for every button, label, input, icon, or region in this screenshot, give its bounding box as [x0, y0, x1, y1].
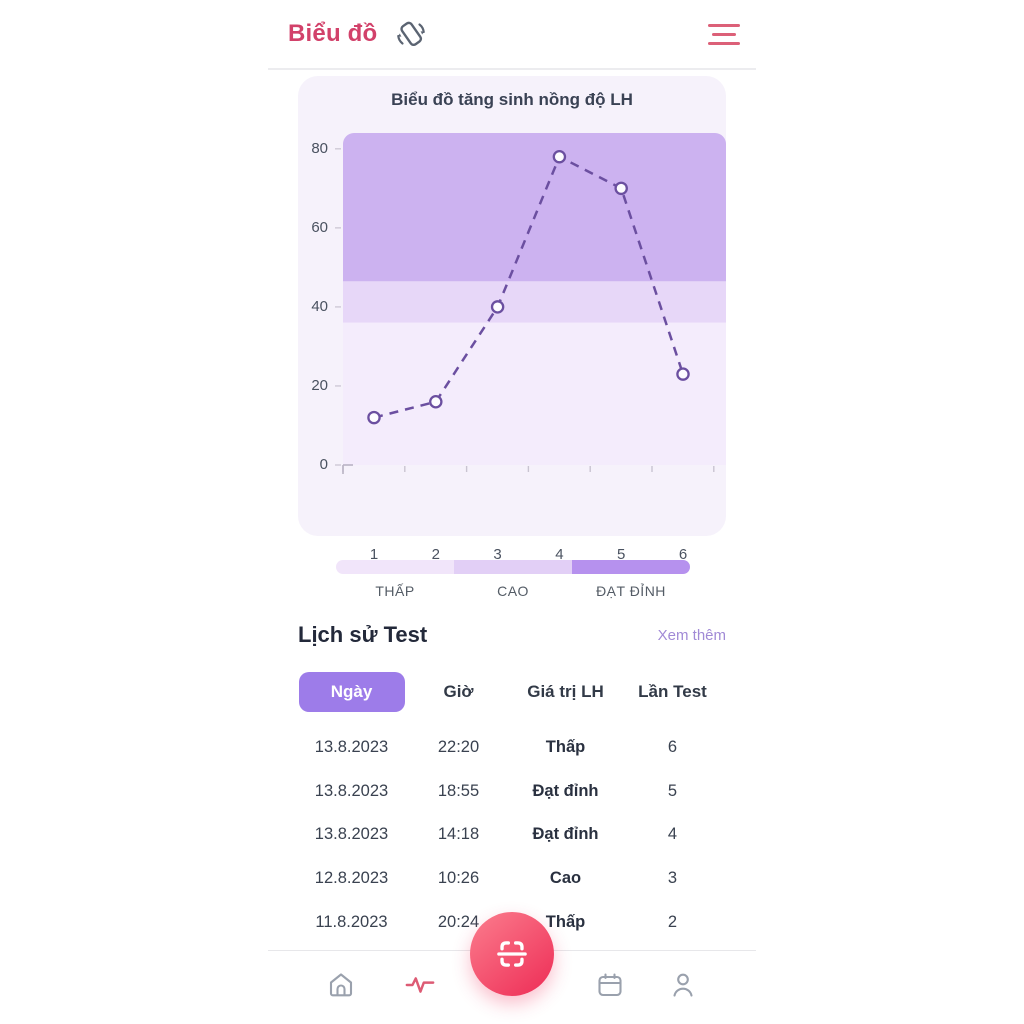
cell-time: 18:55: [437, 781, 480, 800]
cell-date: 12.8.2023: [314, 869, 389, 888]
profile-icon[interactable]: [667, 967, 699, 1003]
cell-date: 11.8.2023: [315, 912, 388, 931]
cell-value: Thấp: [545, 738, 586, 757]
home-icon[interactable]: [325, 967, 357, 1003]
y-tick-label: 80: [311, 139, 328, 157]
history-table-header: Ngày Giờ Giá trị LH Lần Test: [298, 672, 726, 712]
x-tick-label: 2: [431, 546, 440, 563]
column-header: Giờ: [443, 682, 474, 701]
cell-time: 14:18: [437, 825, 480, 844]
x-tick-label: 5: [617, 546, 626, 563]
cell-date: 13.8.2023: [314, 781, 389, 800]
y-tick-label: 20: [311, 376, 328, 394]
y-tick-label: 60: [311, 218, 328, 236]
scan-button[interactable]: [470, 912, 554, 996]
legend-segment: [336, 560, 454, 574]
see-more-link[interactable]: Xem thêm: [657, 626, 726, 644]
cell-count: 2: [667, 912, 678, 931]
table-row: 13.8.2023 22:20 Thấp 6: [298, 726, 726, 770]
x-tick-label: 1: [369, 546, 379, 563]
page-title: Biểu đồ: [288, 20, 378, 47]
chart-plot-area: [333, 133, 726, 479]
history-table: 13.8.2023 22:20 Thấp 6 13.8.2023 18:55 Đạt đỉn…: [298, 726, 726, 944]
legend-label: CAO: [497, 583, 529, 599]
cell-time: 22:20: [437, 738, 480, 757]
x-tick-label: 4: [555, 546, 564, 563]
legend-segment: [572, 560, 690, 574]
column-header: Giá trị LH: [527, 682, 604, 701]
cell-date: 13.8.2023: [314, 738, 389, 757]
history-title: Lịch sử Test: [298, 622, 428, 647]
cell-value: Cao: [549, 869, 582, 888]
calendar-icon[interactable]: [594, 967, 626, 1003]
cell-count: 3: [667, 869, 678, 888]
chart-title: Biểu đồ tăng sinh nồng độ LH: [391, 90, 633, 109]
cell-count: 4: [667, 825, 678, 844]
x-axis-labels: 1 2 3 4 5 6: [343, 546, 726, 566]
table-row: 12.8.2023 10:26 Cao 3: [298, 857, 726, 901]
scan-frame-icon: [497, 941, 527, 967]
lh-chart-card: Biểu đồ tăng sinh nồng độ LH 0 20 40 60 80 1…: [298, 76, 726, 563]
table-row: 13.8.2023 14:18 Đạt đỉnh 4: [298, 813, 726, 857]
cell-time: 10:26: [437, 869, 480, 888]
lh-line-chart: [335, 133, 726, 474]
cell-count: 5: [667, 781, 678, 800]
header: Biểu đồ: [268, 0, 756, 70]
y-tick-label: 0: [319, 456, 328, 473]
table-row: 13.8.2023 18:55 Đạt đỉnh 5: [298, 770, 726, 814]
y-tick-label: 40: [311, 297, 328, 315]
legend-labels: THẤP CAO ĐẠT ĐỈNH: [336, 583, 690, 599]
legend-bar: [336, 560, 690, 574]
x-tick-label: 6: [678, 546, 688, 563]
column-header: Lần Test: [638, 682, 707, 701]
cell-value: Thấp: [545, 912, 586, 931]
legend-label: ĐẠT ĐỈNH: [596, 583, 666, 599]
legend-label: THẤP: [375, 583, 415, 599]
legend-segment: [454, 560, 572, 574]
date-column-button[interactable]: Ngày: [298, 672, 405, 712]
cell-time: 20:24: [437, 912, 480, 931]
app-screen: Biểu đồ Biểu đồ tăng sinh nồng độ LH 0 20…: [268, 0, 756, 1024]
rotate-device-icon[interactable]: [393, 16, 429, 52]
table-row: 11.8.2023 20:24 Thấp 2: [298, 900, 726, 944]
cell-date: 13.8.2023: [314, 825, 389, 844]
hamburger-menu-icon[interactable]: [708, 23, 740, 45]
y-axis-labels: 0 20 40 60 80: [298, 133, 328, 473]
cell-value: Đạt đỉnh: [532, 781, 599, 800]
x-tick-label: 3: [493, 546, 502, 563]
cell-count: 6: [667, 738, 678, 757]
activity-icon[interactable]: [404, 967, 436, 1003]
history-header: Lịch sử Test Xem thêm: [298, 618, 726, 652]
cell-value: Đạt đỉnh: [532, 825, 599, 844]
